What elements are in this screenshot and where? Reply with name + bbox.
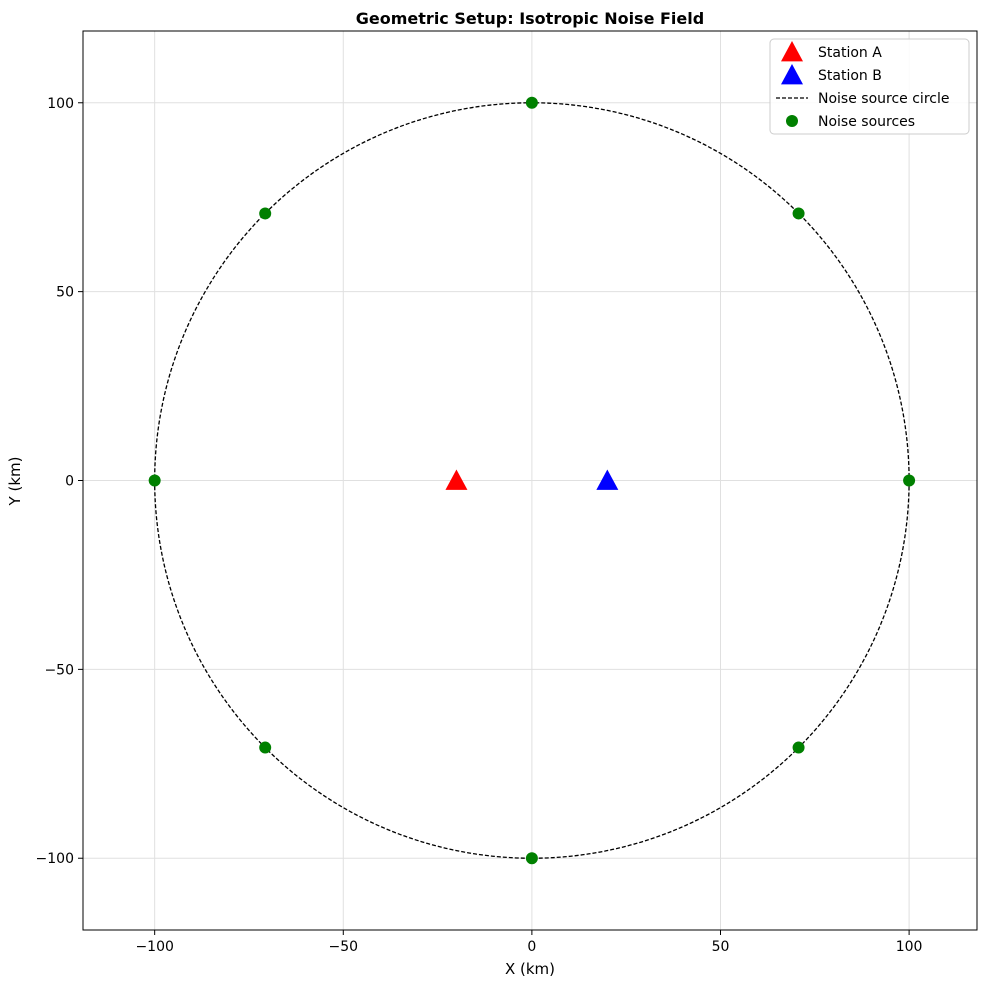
y-axis-label: Y (km) — [6, 457, 24, 507]
y-tick-label: 0 — [65, 474, 74, 490]
y-tick-label: −50 — [44, 662, 74, 678]
x-axis-label: X (km) — [505, 960, 555, 978]
y-tick-label: 50 — [56, 285, 74, 301]
noise-source-point — [259, 207, 272, 220]
axis-ticks: −100 −50 0 50 100 −100 −50 0 50 100 — [36, 96, 923, 955]
legend-marker — [781, 41, 803, 62]
legend-label: Noise sources — [818, 114, 915, 130]
y-tick-label: −100 — [36, 851, 74, 867]
legend-label: Station B — [818, 68, 882, 84]
noise-source-point — [259, 741, 272, 754]
noise-source-point — [792, 741, 805, 754]
station-b-marker — [596, 469, 619, 490]
legend-label: Station A — [818, 45, 882, 61]
x-tick-label: 100 — [896, 939, 923, 955]
legend-label: Noise source circle — [818, 91, 949, 107]
legend-box — [769, 38, 970, 135]
noise-source-point — [148, 474, 161, 487]
legend-marker — [781, 64, 803, 85]
x-tick-label: 50 — [712, 939, 730, 955]
x-tick-label: 0 — [527, 939, 536, 955]
noise-source-point — [792, 207, 805, 220]
plot-area — [148, 96, 916, 865]
y-tick-label: 100 — [47, 96, 74, 112]
station-a-marker — [445, 469, 468, 490]
legend-marker — [786, 115, 798, 127]
x-tick-label: −50 — [329, 939, 359, 955]
legend: Station A Station B Noise source circle Noi… — [769, 38, 970, 135]
chart-title: Geometric Setup: Isotropic Noise Field — [356, 9, 704, 28]
noise-source-point — [903, 474, 916, 487]
x-tick-label: −100 — [135, 939, 173, 955]
noise-source-point — [525, 852, 538, 865]
noise-source-point — [525, 96, 538, 109]
